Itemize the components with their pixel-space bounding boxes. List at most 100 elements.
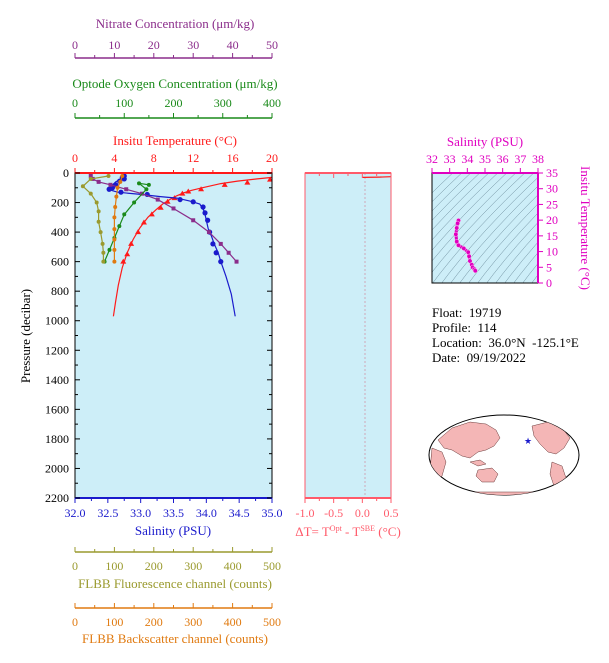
backscatter-point: [112, 227, 117, 232]
backscatter-profile-line: [113, 175, 123, 262]
salinity-point: [210, 241, 216, 247]
ts-y-tick-label: 10: [546, 245, 558, 259]
temperature-tick-label: 0: [72, 151, 78, 165]
fluorescence-point: [88, 176, 93, 181]
density-contours: [432, 173, 538, 283]
salinity-tick-label: 34.0: [196, 506, 217, 520]
fluorescence-axis-label: FLBB Fluorescence channel (counts): [78, 576, 272, 591]
backscatter-tick-label: 100: [105, 615, 123, 629]
temperature-point: [244, 179, 251, 185]
oxygen-point: [132, 200, 137, 205]
ts-x-tick-label: 32: [426, 152, 438, 166]
temperature-point: [221, 181, 228, 187]
temperature-axis-label: Insitu Temperature (°C): [113, 133, 237, 148]
density-contour: [432, 173, 490, 231]
map-antarctica: [439, 491, 571, 495]
nitrate-point: [234, 259, 239, 264]
backscatter-tick-label: 0: [72, 615, 78, 629]
ts-salinity-label: Salinity (PSU): [447, 134, 523, 149]
temperature-point: [128, 240, 135, 246]
ts-x-tick-label: 38: [532, 152, 544, 166]
pressure-axis: 0 200 400 600 800 1000 1200 1400 1600 1800 2000 220…: [45, 166, 272, 505]
profile-plot-area: [75, 173, 272, 498]
salinity-point: [200, 204, 206, 210]
temperature-point: [148, 211, 155, 217]
temperature-point: [120, 258, 127, 264]
fluorescence-point: [80, 184, 85, 189]
backscatter-point: [115, 185, 120, 190]
ts-x-tick-label: 37: [514, 152, 526, 166]
fluorescence-point: [98, 230, 103, 235]
float-info-panel: Float: 19719 Profile: 114 Location: 36.0…: [432, 305, 579, 365]
dt-line: [362, 176, 392, 178]
oxygen-point: [117, 224, 122, 229]
ts-y-tick-label: 25: [546, 197, 558, 211]
nitrate-tick-label: 40: [227, 38, 239, 52]
oxygen-point: [122, 212, 127, 217]
fluorescence-point: [101, 250, 106, 255]
density-contour: [486, 222, 538, 283]
location-map: ★: [428, 414, 580, 496]
density-contour: [531, 274, 538, 283]
salinity-tick-label: 33.0: [130, 506, 151, 520]
ts-y-tick-label: 20: [546, 213, 558, 227]
fluorescence-tick-label: 200: [145, 559, 163, 573]
oxygen-tick-label: 0: [72, 96, 78, 110]
backscatter-point: [112, 259, 117, 264]
ts-y-tick-label: 30: [546, 182, 558, 196]
density-contour: [477, 212, 538, 283]
salinity-point: [218, 259, 224, 265]
oxygen-axis: Optode Oxygen Concentration (μm/kg) 0 100…: [72, 76, 281, 119]
density-contour: [432, 173, 481, 221]
density-contour: [450, 185, 538, 283]
fluorescence-tick-label: 400: [224, 559, 242, 573]
density-contour: [441, 177, 538, 283]
oxygen-point: [146, 182, 151, 187]
temperature-point: [179, 190, 186, 196]
density-contour: [468, 203, 538, 283]
pressure-tick-label: 800: [51, 284, 69, 298]
map-indonesia: [469, 459, 487, 467]
pressure-tick-label: 600: [51, 255, 69, 269]
backscatter-point: [112, 247, 117, 252]
salinity-axis: 32.0 32.5 33.0 33.5 34.0 34.5 35.0: [65, 498, 283, 520]
density-contour: [432, 173, 499, 241]
dt-plot-area: [305, 173, 391, 498]
fluorescence-point: [106, 173, 111, 178]
temperature-point: [157, 204, 164, 210]
salinity-tick-label: 32.5: [97, 506, 118, 520]
fluorescence-tick-label: 0: [72, 559, 78, 573]
ts-x-tick-label: 34: [461, 152, 473, 166]
nitrate-point: [96, 179, 101, 184]
pressure-tick-label: 2200: [45, 491, 69, 505]
temperature-point: [267, 176, 272, 182]
fluorescence-tick-label: 300: [184, 559, 202, 573]
ts-point: [466, 253, 472, 259]
nitrate-axis-label: Nitrate Concentration (μm/kg): [96, 16, 255, 31]
temperature-axis: Insitu Temperature (°C) 0 4 8 12 16 20: [72, 133, 278, 173]
oxygen-point: [144, 187, 149, 192]
profile-series: [80, 173, 272, 317]
salinity-tick-label: 33.5: [163, 506, 184, 520]
fluorescence-point: [100, 241, 105, 246]
oxygen-point: [107, 247, 112, 252]
ts-y-tick-label: 5: [546, 260, 552, 274]
ts-y-tick-label: 35: [546, 166, 558, 180]
salinity-point: [213, 250, 219, 256]
pressure-tick-label: 1800: [45, 432, 69, 446]
ts-x-tick-label: 33: [444, 152, 456, 166]
density-contour: [432, 173, 463, 203]
oxygen-tick-label: 400: [263, 96, 281, 110]
density-contour: [513, 252, 538, 283]
temperature-tick-label: 8: [151, 151, 157, 165]
oxygen-axis-label: Optode Oxygen Concentration (μm/kg): [72, 76, 277, 91]
backscatter-point: [114, 194, 119, 199]
dt-tick-label: 0.5: [384, 506, 399, 520]
salinity-point: [190, 199, 196, 205]
pressure-tick-label: 1000: [45, 314, 69, 328]
map-asia: [437, 421, 501, 459]
salinity-point: [205, 217, 211, 223]
salinity-point: [106, 186, 112, 192]
